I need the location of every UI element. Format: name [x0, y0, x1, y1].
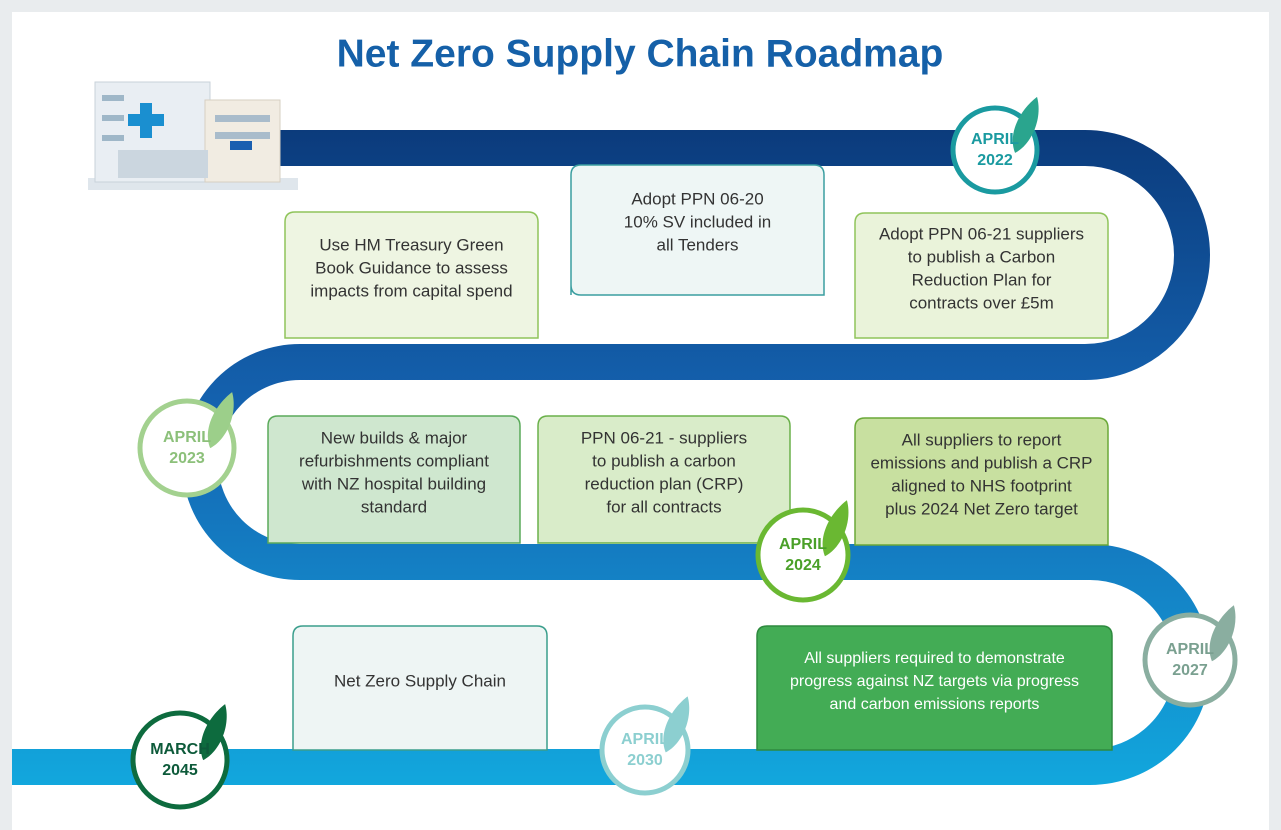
box-text: all Tenders: [657, 235, 739, 254]
leaf: [200, 704, 227, 761]
milestone-year: 2027: [1172, 662, 1208, 679]
box-text: emissions and publish a CRP: [870, 453, 1092, 472]
milestone-month: APRIL: [779, 536, 827, 553]
milestone-month: APRIL: [971, 131, 1019, 148]
milestone-year: 2023: [169, 450, 205, 467]
text-box: [854, 212, 1109, 339]
box-text: plus 2024 Net Zero target: [885, 499, 1078, 518]
text-box: [284, 211, 539, 339]
box-text: aligned to NHS footprint: [891, 476, 1072, 495]
box-text: with NZ hospital building: [301, 474, 486, 493]
box-text: and carbon emissions reports: [830, 696, 1040, 713]
milestone-year: 2022: [977, 152, 1013, 169]
title: Net Zero Supply Chain Roadmap: [337, 32, 944, 75]
text-box: [537, 415, 791, 544]
box-text: reduction plan (CRP): [585, 474, 744, 493]
box-text: Adopt PPN 06-20: [631, 189, 763, 208]
milestone-year: 2024: [785, 557, 821, 574]
box-text: Use HM Treasury Green: [319, 235, 503, 254]
milestone-month: APRIL: [1166, 641, 1214, 658]
box-text: All suppliers required to demonstrate: [804, 650, 1065, 667]
box-text: Reduction Plan for: [912, 270, 1052, 289]
milestone-month: APRIL: [163, 429, 211, 446]
leaf: [1012, 96, 1039, 153]
leaf: [207, 392, 234, 449]
box-text: 10% SV included in: [624, 212, 771, 231]
hospital-icon: [88, 81, 298, 190]
box-text: Net Zero Supply Chain: [334, 671, 506, 690]
milestone-year: 2030: [627, 752, 663, 769]
text-box: [292, 625, 548, 751]
milestone-month: APRIL: [621, 731, 669, 748]
box-text: All suppliers to report: [902, 430, 1062, 449]
box-text: PPN 06-21 - suppliers: [581, 428, 747, 447]
text-box: [756, 625, 1113, 751]
box-text: standard: [361, 497, 427, 516]
box-text: to publish a Carbon: [908, 247, 1055, 266]
box-text: Book Guidance to assess: [315, 258, 508, 277]
milestone-month: MARCH: [150, 741, 210, 758]
leaf: [663, 696, 690, 753]
text-box: [854, 417, 1109, 546]
box-text: impacts from capital spend: [310, 281, 512, 300]
text-box: [570, 164, 825, 296]
box-text: for all contracts: [606, 497, 721, 516]
milestone-year: 2045: [162, 762, 198, 779]
box-text: to publish a carbon: [592, 451, 736, 470]
leaf: [822, 500, 849, 557]
box-text: refurbishments compliant: [299, 451, 489, 470]
box-text: New builds & major: [321, 428, 468, 447]
box-text: contracts over £5m: [909, 293, 1054, 312]
box-text: Adopt PPN 06-21 suppliers: [879, 224, 1084, 243]
leaf: [1209, 605, 1236, 662]
text-box: [267, 415, 521, 544]
box-text: progress against NZ targets via progress: [790, 673, 1079, 690]
